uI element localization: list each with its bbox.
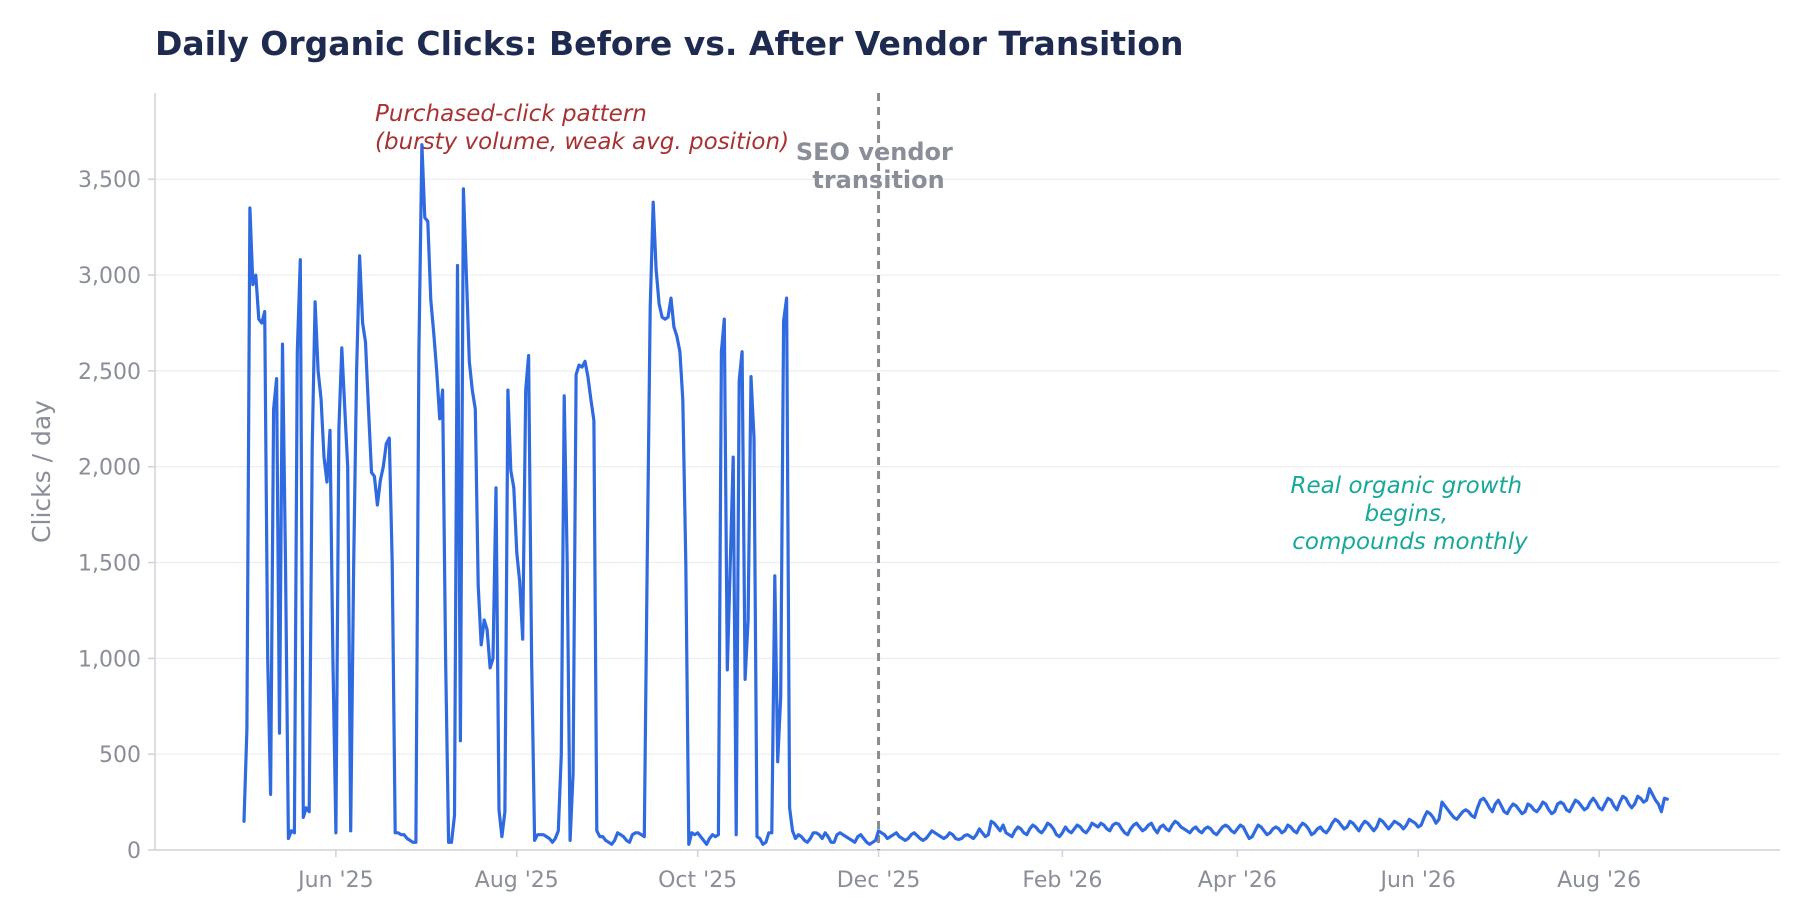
annotation-purchased-line-1: Purchased-click pattern xyxy=(375,101,647,127)
vendor-transition-label: SEO vendor transition xyxy=(796,138,961,194)
y-tick-label: 1,500 xyxy=(78,552,141,577)
y-tick-label: 500 xyxy=(99,743,141,768)
y-tick-label: 3,500 xyxy=(78,168,141,193)
annotation-organic-line-2: begins, xyxy=(1365,501,1449,527)
x-tick-label: Aug '26 xyxy=(1557,868,1641,893)
annotation-purchased-click: Purchased-click pattern (bursty volume, … xyxy=(375,101,789,155)
x-tick-label: Feb '26 xyxy=(1022,868,1102,893)
gridlines xyxy=(155,178,1780,755)
series-clicks-line xyxy=(242,143,1669,846)
annotation-purchased-line-2: (bursty volume, weak avg. position) xyxy=(375,129,789,155)
annotation-organic-line-3: compounds monthly xyxy=(1292,529,1528,555)
x-tick-label: Dec '25 xyxy=(837,868,921,893)
x-tick-label: Oct '25 xyxy=(658,868,737,893)
annotation-organic-line-1: Real organic growth xyxy=(1291,473,1523,499)
x-tick-label: Aug '25 xyxy=(475,868,559,893)
x-tick-label: Jun '25 xyxy=(296,868,373,893)
x-tick-label: Jun '26 xyxy=(1379,868,1456,893)
y-tick-label: 2,500 xyxy=(78,360,141,385)
chart-title: Daily Organic Clicks: Before vs. After V… xyxy=(155,24,1184,63)
y-axis-label: Clicks / day xyxy=(27,400,56,543)
vendor-transition-label-line-1: SEO vendor xyxy=(796,138,953,166)
x-tick-label: Apr '26 xyxy=(1198,868,1277,893)
annotation-organic-growth: Real organic growth begins, compounds mo… xyxy=(1291,473,1530,555)
y-tick-label: 3,000 xyxy=(78,264,141,289)
vendor-transition-label-line-2: transition xyxy=(812,166,944,194)
y-tick-label: 2,000 xyxy=(78,456,141,481)
y-tick-label: 1,000 xyxy=(78,647,141,672)
y-tick-label: 0 xyxy=(127,839,141,864)
y-axis-ticks: 0 500 1,000 1,500 2,000 2,500 3,000 3,500 xyxy=(78,168,155,864)
x-axis-ticks: Jun '25 Aug '25 Oct '25 Dec '25 Feb '26 Apr '… xyxy=(296,850,1641,893)
